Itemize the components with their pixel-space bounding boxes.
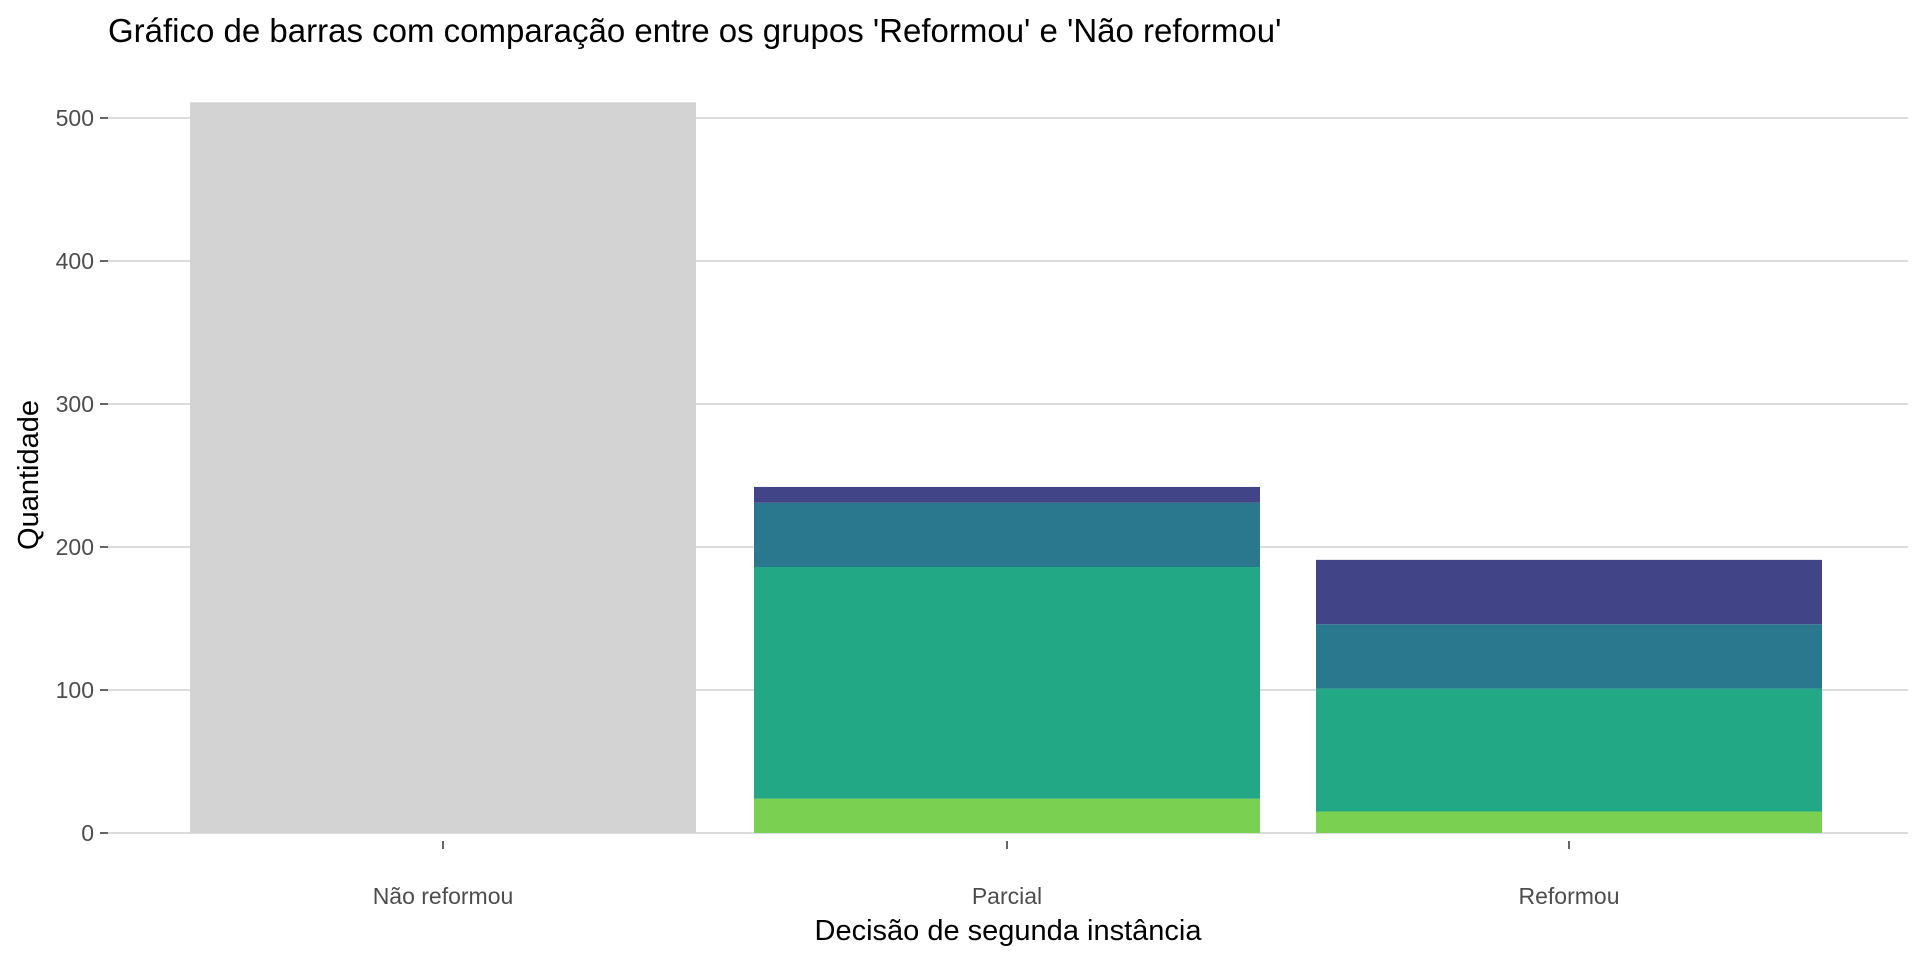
bar-segment xyxy=(1316,559,1822,625)
y-tick-label: 0 xyxy=(81,820,94,846)
bar-segment xyxy=(754,798,1260,833)
x-axis-title: Decisão de segunda instância xyxy=(815,915,1203,947)
x-tick-label: Reformou xyxy=(1519,883,1620,909)
chart-title: Gráfico de barras com comparação entre o… xyxy=(108,12,1281,49)
bar-segment xyxy=(754,486,1260,503)
y-tick-label: 500 xyxy=(56,105,94,131)
bars xyxy=(190,102,1822,833)
bar-segment xyxy=(1316,811,1822,833)
y-axis: 0 100 200 300 400 500 xyxy=(56,105,108,846)
y-tick-label: 200 xyxy=(56,534,94,560)
x-axis: Não reformou Parcial Reformou xyxy=(373,841,1620,909)
x-tick-label: Não reformou xyxy=(373,883,514,909)
bar-segment xyxy=(190,102,696,833)
y-tick-label: 100 xyxy=(56,677,94,703)
bar-segment xyxy=(754,567,1260,799)
bar-segment xyxy=(754,502,1260,568)
x-tick-label: Parcial xyxy=(972,883,1042,909)
y-axis-title: Quantidade xyxy=(13,400,45,550)
bar-segment xyxy=(1316,688,1822,812)
y-tick-label: 300 xyxy=(56,391,94,417)
y-tick-label: 400 xyxy=(56,248,94,274)
bar-segment xyxy=(1316,624,1822,689)
